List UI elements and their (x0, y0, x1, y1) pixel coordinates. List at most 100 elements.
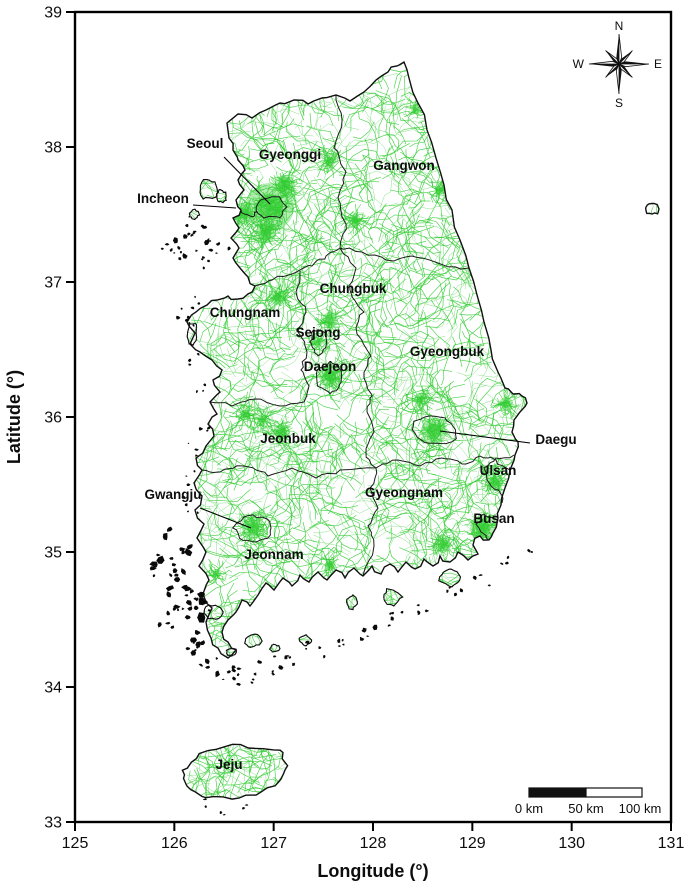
road-segment (223, 320, 236, 353)
road-segment (272, 203, 288, 209)
road-segment (512, 222, 573, 237)
road-segment (432, 344, 485, 358)
road-segment (428, 412, 437, 426)
road-segment (319, 332, 326, 344)
road-segment (221, 74, 265, 116)
road-segment (352, 209, 358, 220)
road-segment (504, 600, 547, 612)
small-island (193, 470, 196, 473)
road-segment (182, 79, 221, 103)
road-segment (423, 588, 447, 623)
road-segment (531, 271, 539, 300)
road-segment (318, 292, 348, 303)
road-segment (255, 541, 261, 577)
road-segment (304, 177, 329, 223)
road-segment (367, 199, 376, 244)
road-segment (263, 220, 271, 228)
road-segment (497, 210, 529, 225)
road-segment (461, 62, 484, 82)
road-segment (389, 213, 407, 241)
small-island (504, 561, 509, 565)
road-segment (243, 536, 253, 547)
road-segment (269, 584, 313, 610)
road-segment (435, 113, 468, 130)
small-island (459, 588, 464, 593)
road-segment (290, 162, 325, 200)
road-segment (475, 260, 510, 273)
road-segment (245, 657, 301, 695)
road-segment (332, 322, 344, 326)
road-segment (255, 407, 264, 416)
road-segment (456, 476, 469, 526)
road-segment (298, 440, 347, 450)
road-segment (296, 532, 320, 580)
road-segment (446, 294, 467, 325)
road-segment (414, 217, 450, 227)
road-segment (253, 207, 260, 218)
road-segment (340, 591, 346, 609)
road-segment (333, 455, 343, 485)
road-segment (282, 728, 324, 755)
road-segment (351, 219, 355, 235)
road-segment (377, 255, 395, 271)
small-island (193, 605, 199, 610)
road-segment (452, 106, 480, 137)
road-segment (213, 259, 225, 278)
road-segment (337, 364, 341, 377)
road-segment (346, 517, 370, 551)
road-segment (260, 417, 269, 423)
road-segment (261, 281, 268, 312)
road-segment (370, 219, 404, 236)
road-segment (337, 580, 343, 592)
region-label-daegu: Daegu (535, 432, 576, 447)
road-segment (240, 403, 246, 418)
road-segment (488, 106, 528, 122)
road-segment (199, 309, 221, 343)
road-segment (454, 73, 500, 82)
road-segment (499, 266, 519, 302)
road-segment (495, 611, 524, 624)
road-segment (434, 189, 441, 195)
road-segment (325, 361, 332, 375)
road-segment (250, 224, 261, 237)
road-segment (276, 181, 286, 186)
road-segment (464, 553, 500, 593)
road-segment (328, 210, 354, 256)
road-segment (404, 271, 437, 321)
small-island (206, 259, 211, 263)
compass-west-label: W (573, 57, 585, 71)
road-segment (452, 403, 485, 430)
road-segment (235, 281, 259, 311)
road-segment (441, 460, 462, 520)
road-segment (414, 441, 464, 451)
road-segment (447, 538, 460, 548)
road-segment (363, 272, 371, 304)
small-island (180, 307, 183, 310)
road-segment (299, 289, 325, 296)
road-segment (370, 62, 393, 73)
road-segment (412, 257, 426, 274)
road-segment (412, 635, 435, 648)
road-segment (268, 296, 280, 304)
road-segment (250, 371, 288, 388)
road-segment (430, 173, 440, 188)
road-segment (328, 345, 342, 403)
road-segment (275, 340, 305, 369)
road-segment (408, 205, 431, 236)
road-segment (507, 499, 530, 555)
road-segment (480, 274, 497, 292)
road-segment (209, 570, 215, 578)
road-segment (239, 419, 245, 431)
road-segment (454, 411, 495, 441)
road-segment (454, 284, 474, 325)
road-segment (283, 175, 286, 186)
road-segment (484, 551, 497, 578)
road-segment (329, 626, 366, 662)
road-segment (205, 215, 237, 236)
small-island (190, 637, 198, 643)
road-segment (314, 204, 335, 231)
road-segment (289, 654, 307, 688)
road-segment (390, 155, 402, 186)
road-segment (240, 325, 267, 337)
road-segment (236, 520, 246, 530)
